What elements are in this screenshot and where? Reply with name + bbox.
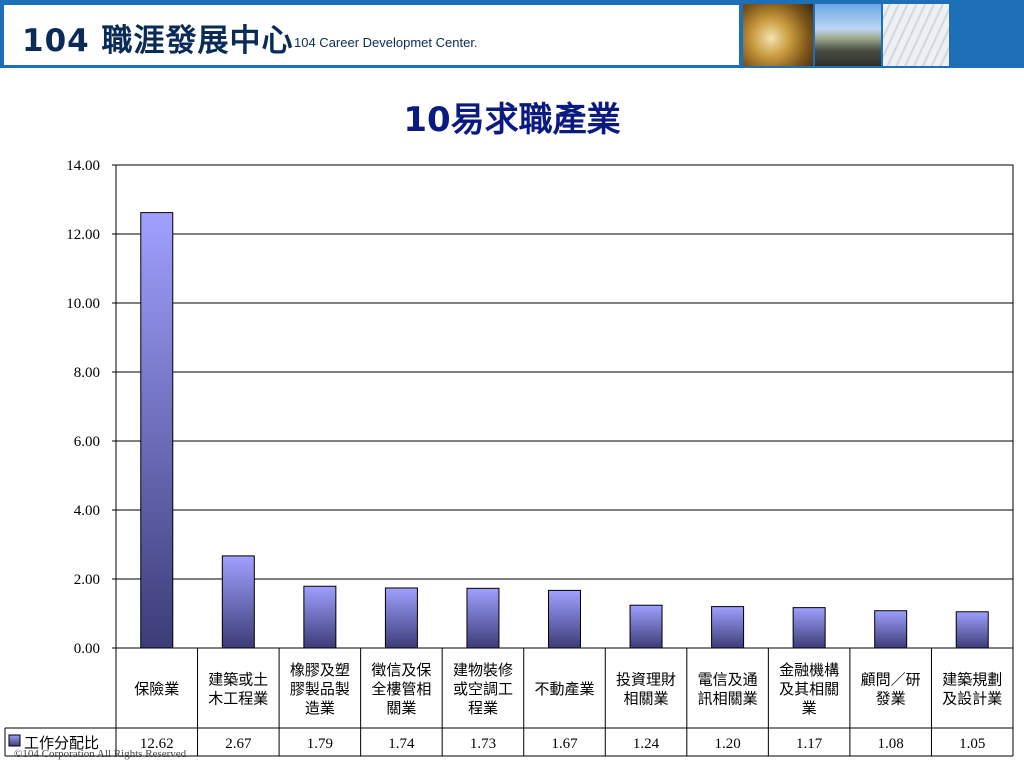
data-value-label: 1.24	[633, 736, 660, 752]
bar	[792, 607, 826, 649]
y-tick-label: 0.00	[74, 641, 100, 657]
compass-image	[743, 4, 813, 66]
category-label: 電信及通訊相關業	[698, 671, 758, 708]
page-title: 10易求職產業	[403, 100, 621, 140]
data-value-label: 12.62	[140, 736, 174, 752]
y-tick-label: 12.00	[66, 227, 100, 243]
category-label: 徵信及保全樓管相關業	[371, 661, 431, 717]
data-value-label: 1.08	[878, 736, 904, 752]
y-tick-label: 8.00	[74, 365, 100, 381]
data-value-label: 1.67	[551, 736, 578, 752]
bar	[548, 589, 581, 649]
road-image	[815, 4, 881, 66]
data-value-label: 1.17	[796, 736, 823, 752]
bar	[629, 604, 663, 649]
category-label: 建築或土木工程業	[208, 671, 268, 708]
header-banner: 104 職涯發展中心 104 Career Developmet Center.	[0, 0, 1024, 68]
category-label: 建築規劃及設計業	[942, 671, 1002, 708]
y-tick-label: 10.00	[66, 296, 100, 312]
category-label: 不動產業	[534, 680, 594, 698]
bar	[711, 606, 745, 649]
logo: 104 職涯發展中心 104 Career Developmet Center.	[4, 5, 739, 65]
plot-area	[115, 164, 1014, 649]
bar	[874, 610, 908, 649]
logo-subtitle: 104 Career Developmet Center.	[294, 35, 478, 50]
bar	[384, 587, 418, 649]
data-value-label: 1.79	[307, 736, 333, 752]
y-tick-label: 14.00	[66, 158, 100, 174]
category-label: 顧問／研發業	[861, 671, 921, 708]
data-value-label: 2.67	[225, 736, 252, 752]
category-label: 投資理財相關業	[616, 671, 676, 708]
y-tick-label: 6.00	[74, 434, 100, 450]
y-tick-label: 4.00	[74, 503, 100, 519]
data-value-label: 1.74	[388, 736, 415, 752]
category-label: 建物裝修或空調工程業	[453, 661, 513, 717]
category-label: 橡膠及塑膠製品製造業	[290, 661, 350, 717]
bar	[140, 212, 174, 649]
bar	[466, 587, 500, 649]
data-value-label: 1.73	[470, 736, 496, 752]
bar	[303, 585, 337, 649]
bar	[955, 611, 989, 649]
data-value-label: 1.20	[714, 736, 740, 752]
bar	[221, 555, 255, 649]
logo-text: 104 職涯發展中心	[22, 23, 294, 59]
legend-label: 工作分配比	[24, 734, 99, 752]
category-label: 保險業	[134, 680, 179, 698]
data-value-label: 1.05	[959, 736, 985, 752]
category-label: 金融機構及其相關業	[779, 661, 839, 717]
y-tick-label: 2.00	[74, 572, 100, 588]
paper-image	[883, 4, 949, 66]
legend-swatch	[8, 734, 21, 747]
copyright-footer: ©104 Corporation All Rights Reserved	[14, 748, 187, 760]
